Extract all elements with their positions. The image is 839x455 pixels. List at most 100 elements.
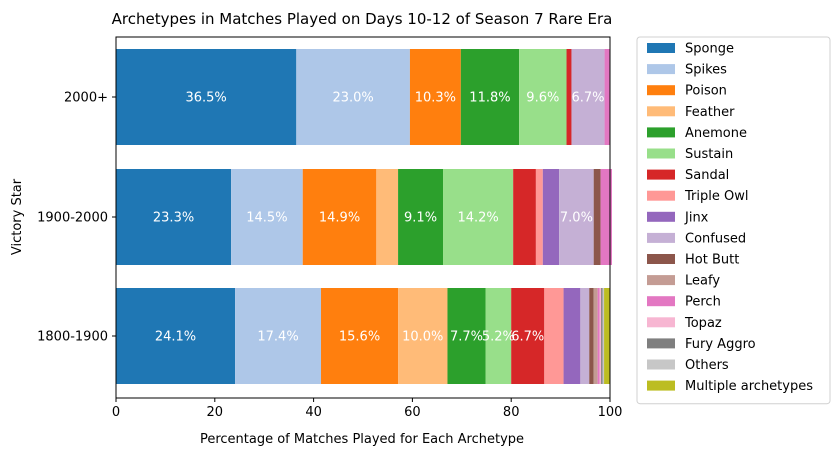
legend-frame (636, 36, 831, 405)
legend-label-sustain: Sustain (685, 147, 733, 162)
bar-topaz-1800-1900 (599, 288, 602, 384)
y-tick-label: 1800-1900 (37, 330, 108, 345)
y-tick-label: 1900-2000 (37, 211, 108, 226)
bar-label-confused-1900-2000: 7.0% (560, 211, 593, 226)
bar-label-sustain-1800-1900: 5.2% (482, 330, 515, 345)
legend-label-topaz: Topaz (684, 316, 722, 331)
bar-fury-aggro-1800-1900 (601, 288, 603, 384)
x-tick-label: 40 (305, 405, 322, 420)
bar-label-poison-1900-2000: 14.9% (319, 211, 360, 226)
bar-label-confused-2000: 6.7% (572, 91, 605, 106)
bar-sustain-2000 (519, 49, 567, 145)
bar-sustain-1800-1900 (485, 288, 512, 384)
bar-label-sandal-1800-1900: 6.7% (511, 330, 544, 345)
bar-confused-1800-1900 (580, 288, 590, 384)
bar-feather-1800-1900 (398, 288, 448, 384)
x-tick-label: 0 (112, 405, 120, 420)
bar-triple-owl-1900-2000 (535, 169, 543, 265)
legend-swatch-multiple-archetypes (647, 380, 675, 391)
legend-swatch-feather (647, 106, 675, 117)
x-tick-label: 100 (598, 405, 623, 420)
bar-sandal-1800-1900 (511, 288, 545, 384)
legend-label-hot-butt: Hot Butt (685, 253, 739, 268)
bar-leafy-1800-1900 (593, 288, 598, 384)
bar-label-feather-1800-1900: 10.0% (402, 330, 443, 345)
y-axis-label: Victory Star (10, 178, 25, 255)
bar-sponge-1800-1900 (116, 288, 236, 384)
bar-sponge-1900-2000 (116, 169, 232, 265)
bar-anemone-1800-1900 (447, 288, 486, 384)
bars-group (116, 49, 612, 384)
bar-feather-1900-2000 (376, 169, 399, 265)
bar-perch-1900-2000 (600, 169, 612, 265)
bar-label-anemone-1800-1900: 7.7% (450, 330, 483, 345)
bar-sandal-1900-2000 (513, 169, 536, 265)
legend-label-spikes: Spikes (685, 63, 727, 78)
legend-swatch-spikes (647, 64, 675, 75)
bar-label-spikes-1800-1900: 17.4% (257, 330, 298, 345)
bar-label-sustain-1900-2000: 14.2% (457, 211, 498, 226)
bar-triple-owl-1800-1900 (544, 288, 564, 384)
legend-swatch-sandal (647, 169, 675, 180)
bar-jinx-1900-2000 (542, 169, 560, 265)
x-tick-label: 20 (207, 405, 224, 420)
legend-swatch-triple-owl (647, 190, 675, 201)
legend-swatch-jinx (647, 211, 675, 222)
legend-label-triple-owl: Triple Owl (684, 189, 748, 204)
legend-label-perch: Perch (685, 295, 721, 310)
legend-swatch-poison (647, 85, 675, 96)
bar-label-poison-2000: 10.3% (415, 91, 456, 106)
legend-label-fury-aggro: Fury Aggro (685, 337, 756, 352)
bar-label-sponge-2000: 36.5% (185, 91, 226, 106)
legend-label-sandal: Sandal (685, 168, 729, 183)
bar-label-sponge-1900-2000: 23.3% (153, 211, 194, 226)
bar-anemone-1900-2000 (398, 169, 444, 265)
bar-spikes-1800-1900 (235, 288, 322, 384)
axes-group: 0 20 40 60 80 100 2000+ 1900-2000 1800-1900 (37, 36, 623, 420)
legend-swatch-sustain (647, 148, 675, 159)
bar-jinx-1800-1900 (563, 288, 581, 384)
bar-sandal-2000 (566, 49, 572, 145)
bar-confused-2000 (571, 49, 605, 145)
legend-swatch-topaz (647, 317, 675, 328)
bar-spikes-1900-2000 (231, 169, 303, 265)
bar-label-spikes-1900-2000: 14.5% (246, 211, 287, 226)
legend-label-leafy: Leafy (685, 274, 720, 289)
legend-swatch-fury-aggro (647, 338, 675, 349)
bar-spikes-2000 (296, 49, 410, 145)
legend-swatch-hot-butt (647, 254, 675, 264)
bar-perch-2000 (604, 49, 610, 145)
legend-label-anemone: Anemone (685, 126, 747, 141)
legend-swatch-perch (647, 296, 675, 307)
bar-label-sponge-1800-1900: 24.1% (155, 330, 196, 345)
legend-label-sponge: Sponge (685, 42, 734, 57)
x-tick-label: 60 (404, 405, 421, 420)
bar-hot-butt-1800-1900 (589, 288, 594, 384)
legend-swatch-others (647, 359, 675, 370)
bar-label-anemone-2000: 11.8% (469, 91, 510, 106)
bar-others-1800-1900 (602, 288, 605, 384)
legend: Sponge Spikes Poison Feather Anemone Sustain S… (636, 36, 831, 405)
legend-label-multiple-archetypes: Multiple archetypes (685, 379, 813, 394)
bar-sustain-1900-2000 (443, 169, 514, 265)
legend-label-others: Others (685, 358, 729, 373)
legend-swatch-anemone (647, 127, 675, 138)
bar-sponge-2000 (116, 49, 297, 145)
bar-poison-1800-1900 (321, 288, 399, 384)
legend-label-poison: Poison (685, 84, 727, 99)
bar-label-sustain-2000: 9.6% (526, 91, 559, 106)
legend-label-feather: Feather (685, 105, 735, 120)
bar-confused-1900-2000 (559, 169, 594, 265)
chart-title: Archetypes in Matches Played on Days 10-… (112, 10, 613, 28)
legend-swatch-confused (647, 232, 675, 243)
legend-label-confused: Confused (685, 231, 746, 246)
x-axis-label: Percentage of Matches Played for Each Ar… (200, 432, 524, 447)
bar-labels-group: 36.5% 23.0% 10.3% 11.8% 9.6% 6.7% 23.3% 14.5% 14… (153, 91, 605, 345)
bar-label-anemone-1900-2000: 9.1% (404, 211, 437, 226)
bar-label-spikes-2000: 23.0% (332, 91, 373, 106)
bar-label-poison-1800-1900: 15.6% (339, 330, 380, 345)
legend-label-jinx: Jinx (684, 210, 709, 225)
bar-multiple-archetypes-1800-1900 (604, 288, 610, 384)
legend-swatch-sponge (647, 43, 675, 53)
